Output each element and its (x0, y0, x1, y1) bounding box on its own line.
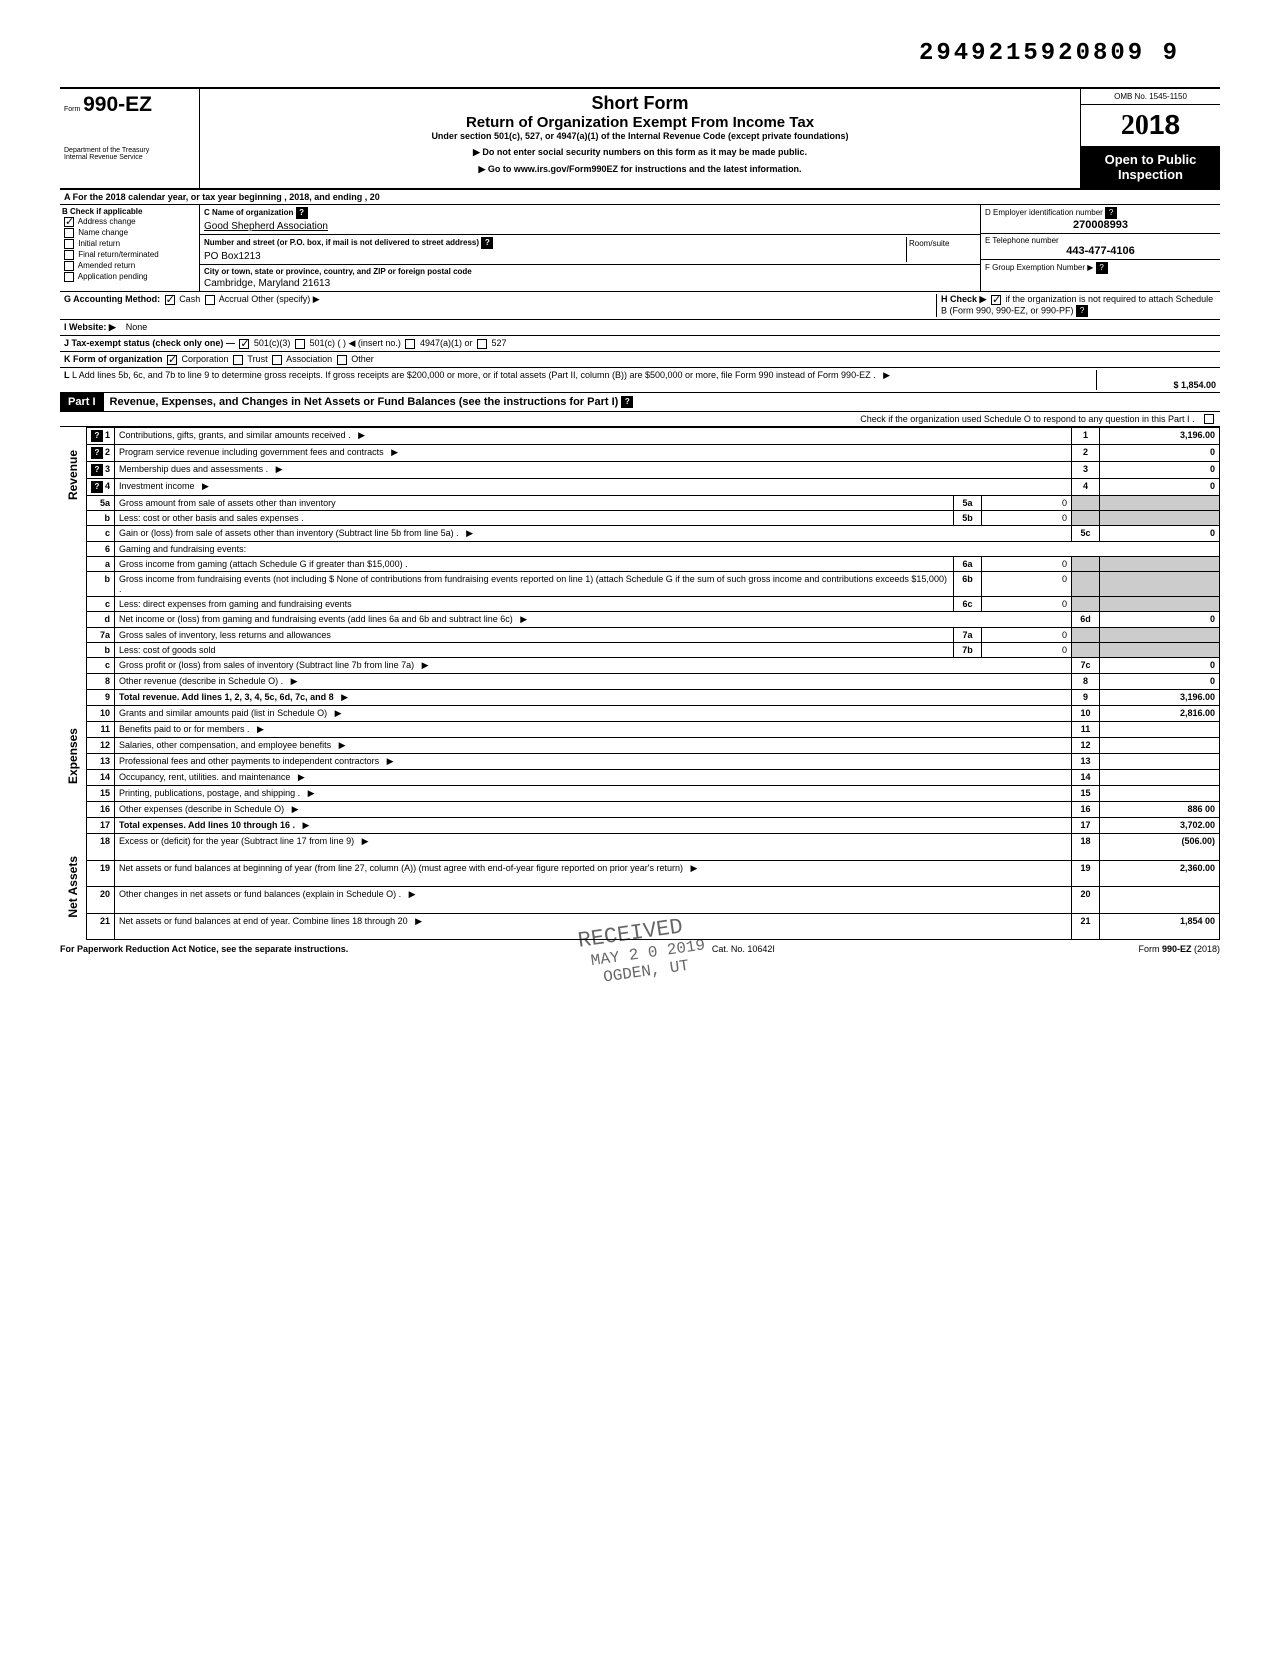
help-icon[interactable]: ? (1105, 207, 1117, 219)
checkbox-other[interactable] (337, 355, 347, 365)
part1-check: Check if the organization used Schedule … (60, 412, 1220, 428)
addr-value: PO Box1213 (204, 249, 906, 262)
omb-number: OMB No. 1545-1150 (1081, 89, 1220, 105)
public-inspection: Open to Public Inspection (1081, 146, 1220, 188)
dept-label: Department of the Treasury Internal Reve… (64, 147, 195, 161)
form-title: Return of Organization Exempt From Incom… (208, 114, 1072, 131)
form-number: 990-EZ (83, 93, 152, 116)
d-label: D Employer identification number (985, 208, 1103, 217)
checkbox-initial-return[interactable] (64, 239, 74, 249)
checkbox-accrual[interactable] (205, 295, 215, 305)
row-a: A For the 2018 calendar year, or tax yea… (60, 190, 1220, 205)
checkbox-501c[interactable] (295, 339, 305, 349)
footer-left: For Paperwork Reduction Act Notice, see … (60, 944, 348, 954)
checkbox-501c3[interactable] (239, 339, 249, 349)
row-j: J Tax-exempt status (check only one) — 5… (60, 336, 1220, 352)
checkbox-schedule-b[interactable] (991, 295, 1001, 305)
f-label: F Group Exemption Number ▶ (985, 263, 1093, 272)
section-b: B Check if applicable Address change Nam… (60, 205, 1220, 292)
checkbox-application-pending[interactable] (64, 272, 74, 282)
part1-header: Part I Revenue, Expenses, and Changes in… (60, 393, 1220, 412)
form-header: Form 990-EZ Department of the Treasury I… (60, 87, 1220, 190)
year-prefix: 20 (1121, 110, 1149, 141)
part1-badge: Part I (60, 393, 104, 411)
footer: For Paperwork Reduction Act Notice, see … (60, 944, 1220, 954)
phone-value: 443-477-4106 (985, 245, 1216, 257)
ein-value: 270008993 (985, 219, 1216, 231)
help-icon[interactable]: ? (1096, 262, 1108, 274)
row-l: L L Add lines 5b, 6c, and 7b to line 9 t… (60, 368, 1220, 393)
checkbox-527[interactable] (477, 339, 487, 349)
help-icon[interactable]: ? (296, 207, 308, 219)
checkbox-final-return[interactable] (64, 250, 74, 260)
help-icon[interactable]: ? (621, 396, 633, 408)
checkbox-address-change[interactable] (64, 217, 74, 227)
checkbox-trust[interactable] (233, 355, 243, 365)
form-subtitle: Under section 501(c), 527, or 4947(a)(1)… (208, 131, 1072, 141)
city-value: Cambridge, Maryland 21613 (204, 276, 976, 289)
part1-title: Revenue, Expenses, and Changes in Net As… (110, 396, 619, 408)
row-k: K Form of organization Corporation Trust… (60, 352, 1220, 368)
short-form-label: Short Form (208, 93, 1072, 114)
lines-table: Revenue? 1Contributions, gifts, grants, … (60, 427, 1220, 940)
checkbox-name-change[interactable] (64, 228, 74, 238)
e-label: E Telephone number (985, 236, 1216, 245)
form-note2: ▶ Go to www.irs.gov/Form990EZ for instru… (208, 164, 1072, 175)
checkbox-association[interactable] (272, 355, 282, 365)
addr-label: Number and street (or P.O. box, if mail … (204, 238, 479, 247)
help-icon[interactable]: ? (1076, 305, 1088, 317)
year-suffix: 18 (1149, 109, 1180, 140)
checkbox-schedule-o[interactable] (1204, 414, 1214, 424)
header-number: 2949215920809 9 (60, 40, 1220, 67)
org-name: Good Shepherd Association (204, 219, 976, 232)
c-label: C Name of organization (204, 208, 293, 217)
row-g-h: G Accounting Method: Cash Accrual Other … (60, 292, 1220, 320)
checkbox-4947[interactable] (405, 339, 415, 349)
row-i: I Website: ▶ None (60, 320, 1220, 336)
help-icon[interactable]: ? (481, 237, 493, 249)
room-suite-label: Room/suite (906, 237, 976, 262)
form-note1: ▶ Do not enter social security numbers o… (208, 147, 1072, 158)
section-b-header: B Check if applicable (62, 207, 197, 216)
footer-right: Form 990-EZ (2018) (1138, 944, 1220, 954)
checkbox-corporation[interactable] (167, 355, 177, 365)
city-label: City or town, state or province, country… (204, 267, 976, 276)
footer-mid: Cat. No. 10642I (712, 944, 775, 954)
form-prefix: Form (64, 106, 80, 113)
checkbox-amended-return[interactable] (64, 261, 74, 271)
checkbox-cash[interactable] (165, 295, 175, 305)
